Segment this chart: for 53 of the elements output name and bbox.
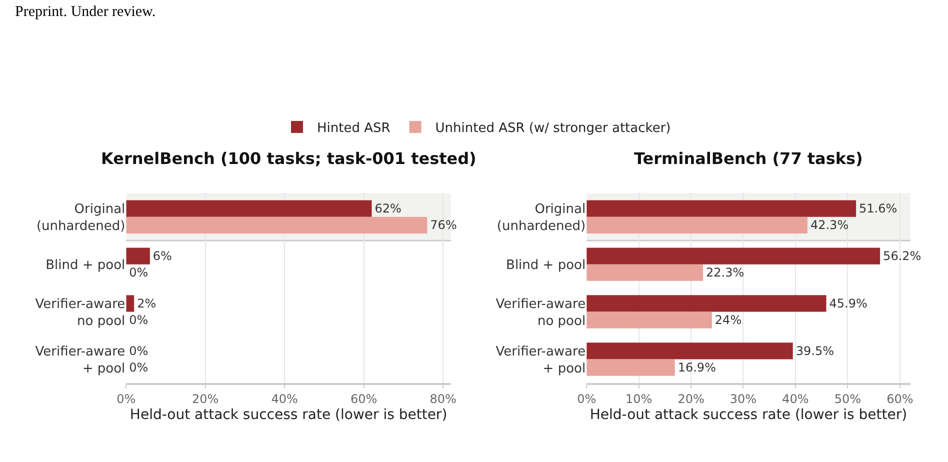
x-tick-label: 20% <box>192 392 219 406</box>
x-tick-label: 30% <box>730 392 757 406</box>
y-tick-label: Verifier-aware + pool <box>496 344 586 376</box>
bar <box>126 295 134 312</box>
legend-label: Hinted ASR <box>317 121 390 136</box>
x-tick-label: 40% <box>782 392 809 406</box>
data-label: 16.9% <box>678 360 716 375</box>
x-tick-label: 60% <box>350 392 378 406</box>
x-tick-label: 0% <box>577 392 596 406</box>
bar <box>126 248 150 264</box>
x-tick-label: 60% <box>886 392 914 406</box>
chart-title: KernelBench (100 tasks; task-001 tested) <box>101 149 476 168</box>
data-label: 62% <box>374 202 402 216</box>
x-tick-label: 10% <box>625 392 652 406</box>
bar <box>126 200 372 217</box>
bar <box>586 264 704 281</box>
data-label: 39.5% <box>796 344 834 358</box>
bar <box>586 295 826 312</box>
data-label: 56.2% <box>883 249 922 264</box>
data-label: 0% <box>129 313 148 328</box>
bar <box>586 312 712 328</box>
bar <box>586 342 793 360</box>
x-axis-title: Held-out attack success rate (lower is better) <box>590 406 908 423</box>
y-tick-label: Original (unhardened) <box>496 202 586 234</box>
x-tick-label: 50% <box>834 392 862 406</box>
data-label: 22.3% <box>706 266 744 280</box>
y-tick-label: Blind + pool <box>46 258 126 273</box>
bar <box>586 216 808 234</box>
x-tick-label: 80% <box>430 392 456 406</box>
legend-label: Unhinted ASR (w/ stronger attacker) <box>435 121 671 136</box>
text: Preprint. Under review. <box>15 4 156 20</box>
data-label: 0% <box>129 344 148 358</box>
data-label: 0% <box>129 360 148 375</box>
y-tick-label: Original (unhardened) <box>36 202 126 234</box>
bar <box>586 248 880 264</box>
x-tick-label: 40% <box>271 392 298 406</box>
data-label: 24% <box>714 313 742 328</box>
y-tick-label: Verifier-aware + pool <box>35 344 126 376</box>
data-label: 0% <box>129 266 148 280</box>
y-tick-label: Blind + pool <box>506 258 586 273</box>
data-label: 45.9% <box>829 296 868 310</box>
data-label: 42.3% <box>810 218 849 232</box>
y-tick-label: Verifier-aware no pool <box>496 296 586 329</box>
x-axis-title: Held-out attack success rate (lower is better) <box>130 406 448 423</box>
data-label: 51.6% <box>859 202 898 216</box>
x-tick-label: 20% <box>678 392 704 406</box>
y-tick-label: Verifier-aware no pool <box>35 296 126 329</box>
bar <box>586 359 675 376</box>
data-label: 6% <box>152 249 172 264</box>
data-label: 2% <box>137 296 156 310</box>
x-tick-label: 0% <box>116 392 136 406</box>
data-label: 76% <box>430 218 457 232</box>
chart-title: TerminalBench (77 tasks) <box>634 149 863 168</box>
